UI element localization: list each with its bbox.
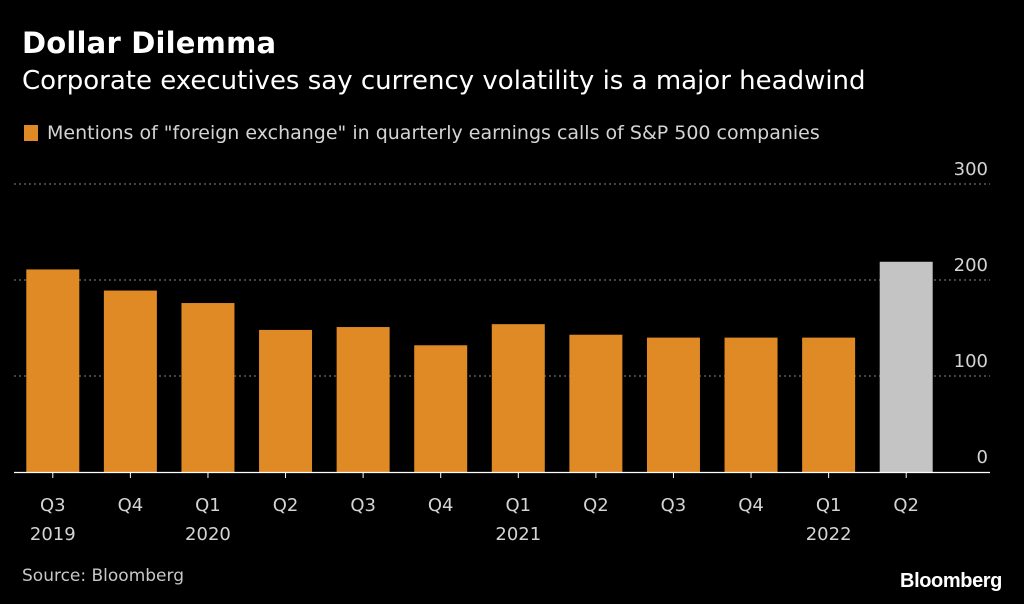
source-note: Source: Bloomberg — [22, 566, 184, 586]
chart-title: Dollar Dilemma — [22, 26, 277, 60]
x-tick-label: Q1 — [195, 495, 221, 516]
y-tick-label: 300 — [954, 159, 988, 180]
bar — [879, 261, 933, 472]
legend: Mentions of "foreign exchange" in quarte… — [24, 122, 820, 144]
y-tick-label: 0 — [977, 447, 988, 468]
x-tick-label: Q4 — [428, 495, 454, 516]
bar — [569, 334, 623, 472]
x-tick-label: Q2 — [583, 495, 609, 516]
x-tick-label: Q3 — [350, 495, 376, 516]
bar — [802, 337, 856, 472]
x-tick-label: Q3 — [661, 495, 687, 516]
bar — [646, 337, 700, 472]
x-tick-year-label: 2022 — [806, 524, 852, 545]
x-tick-label: Q1 — [505, 495, 531, 516]
bar — [26, 269, 80, 472]
x-tick-label: Q2 — [273, 495, 299, 516]
y-tick-label: 100 — [954, 351, 988, 372]
bar — [724, 337, 778, 472]
x-tick-label: Q4 — [118, 495, 144, 516]
x-tick-label: Q3 — [40, 495, 66, 516]
bar — [414, 345, 468, 472]
x-tick-year-label: 2019 — [30, 524, 76, 545]
x-tick-label: Q1 — [816, 495, 842, 516]
x-tick-label: Q2 — [893, 495, 919, 516]
bar — [259, 329, 313, 472]
bar — [336, 327, 390, 472]
bar — [491, 324, 545, 472]
legend-label: Mentions of "foreign exchange" in quarte… — [47, 122, 820, 144]
x-tick-year-label: 2021 — [495, 524, 541, 545]
bar — [181, 303, 235, 472]
chart-subtitle: Corporate executives say currency volati… — [22, 66, 866, 96]
legend-swatch — [24, 125, 38, 141]
x-tick-year-label: 2020 — [185, 524, 231, 545]
bar — [103, 290, 157, 472]
x-tick-label: Q4 — [738, 495, 764, 516]
bloomberg-logo: Bloomberg — [900, 570, 1002, 592]
y-tick-label: 200 — [954, 255, 988, 276]
